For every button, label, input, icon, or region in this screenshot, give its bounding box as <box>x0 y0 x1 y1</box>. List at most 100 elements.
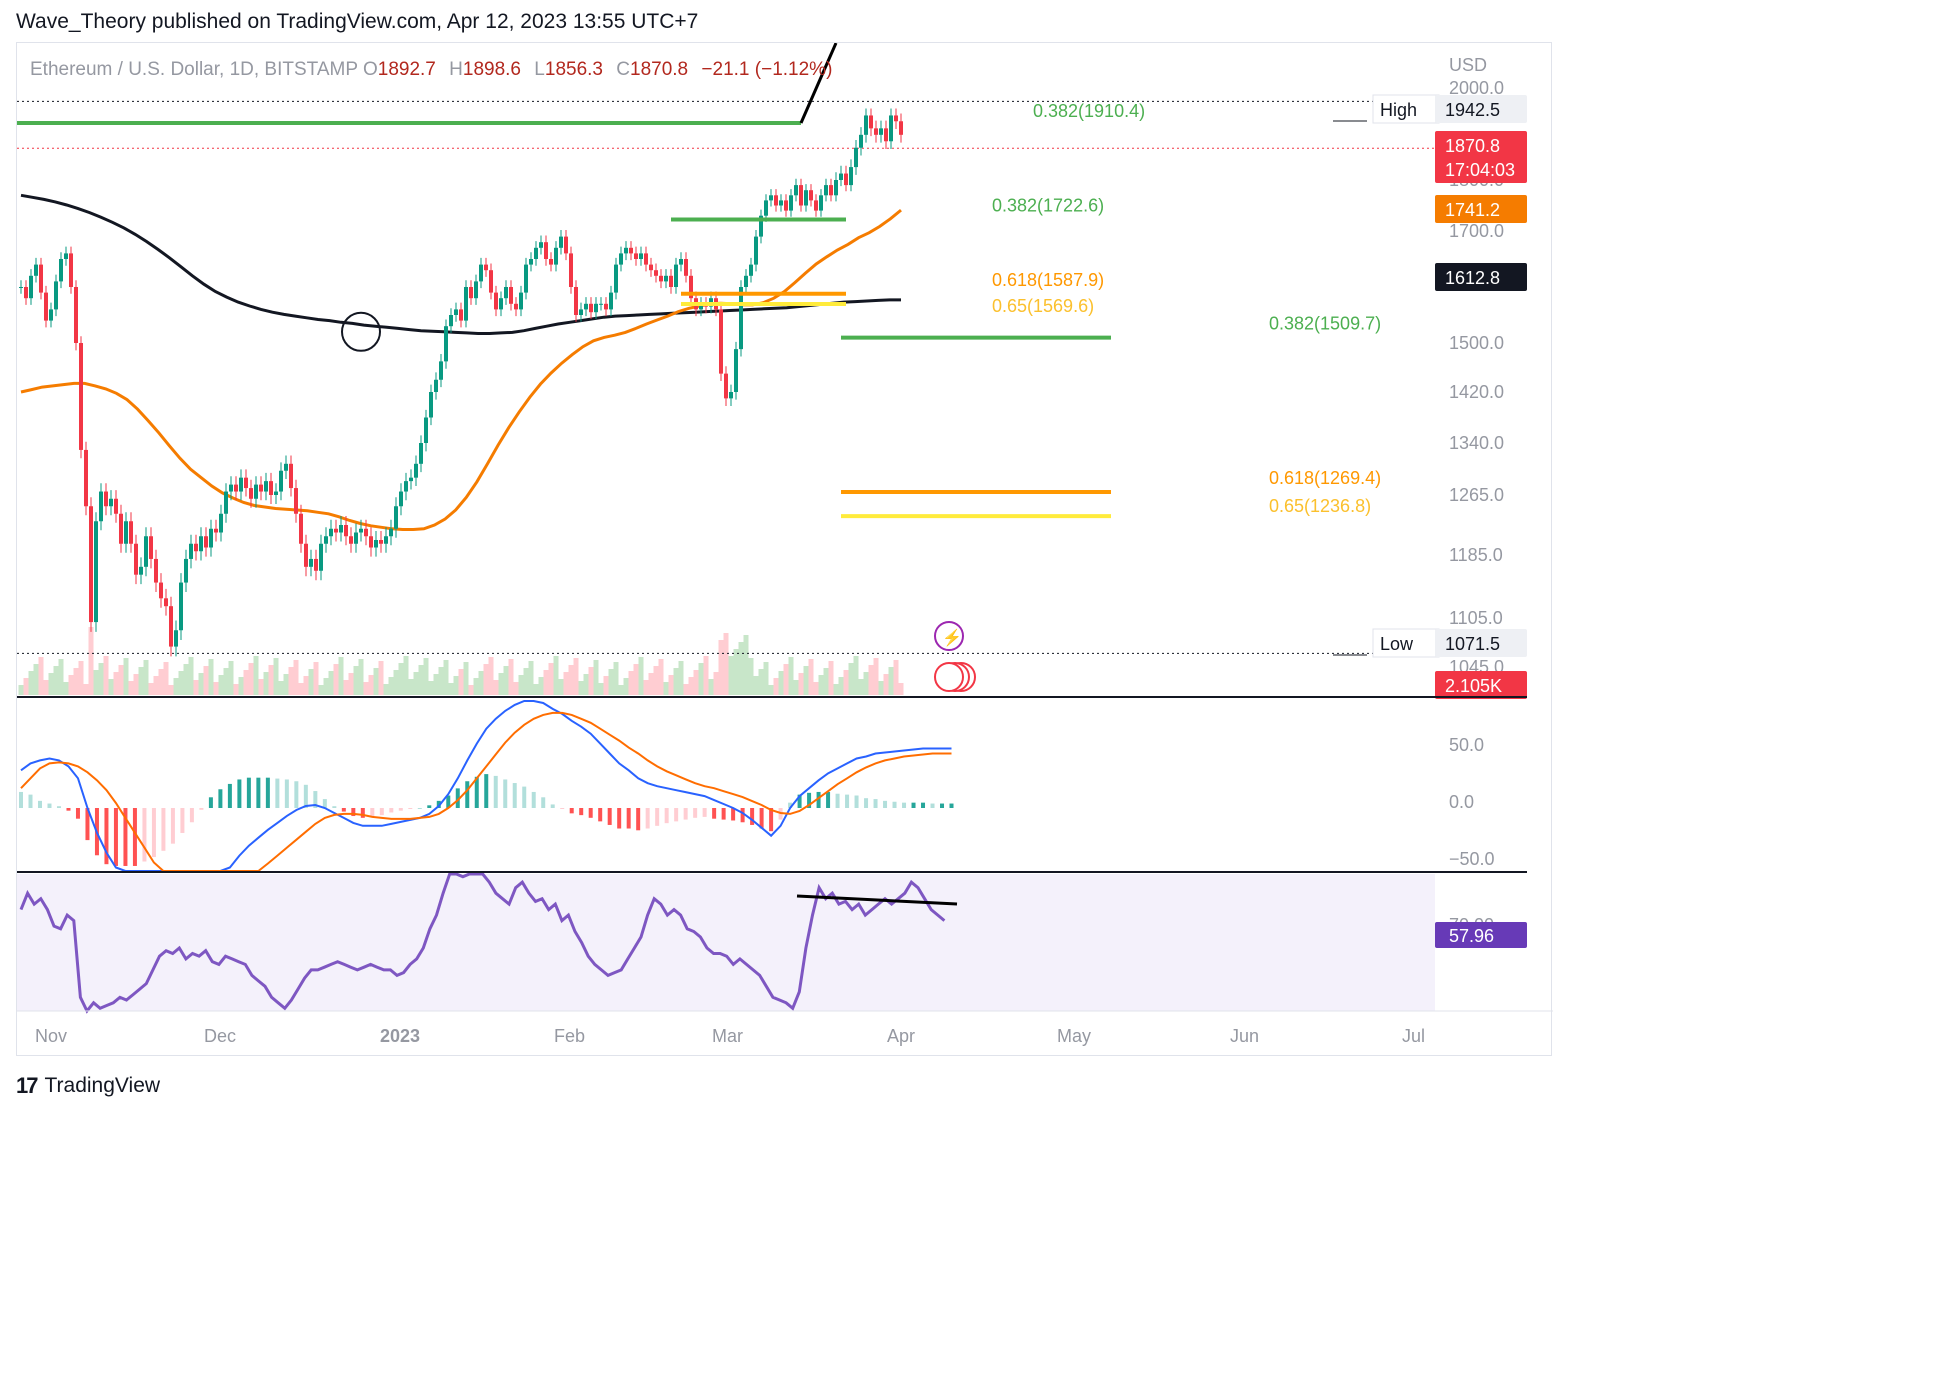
candle-body <box>789 195 793 211</box>
candle-body <box>764 200 768 216</box>
macd-histogram-bar <box>617 808 622 829</box>
macd-histogram-bar <box>170 808 175 844</box>
candle-body <box>539 242 543 248</box>
candle-body <box>409 477 413 482</box>
candle-body <box>839 173 843 180</box>
price-tick-label: 1265.0 <box>1449 485 1504 505</box>
high-price-tag-box <box>1435 95 1527 123</box>
low-price-tag-label-box <box>1372 628 1440 658</box>
volume-bar <box>603 676 609 695</box>
chart-canvas[interactable]: 0.382(1910.4) 0.382(1722.6) 0.618(1587.9) 0… <box>17 43 1553 1057</box>
macd-histogram-bar <box>702 808 707 817</box>
volume-bar <box>803 666 809 695</box>
volume-bar <box>303 676 309 695</box>
chart-frame[interactable]: 0.382(1910.4) 0.382(1722.6) 0.618(1587.9) 0… <box>16 42 1553 1057</box>
volume-bar <box>63 682 69 695</box>
volume-bar <box>138 667 144 695</box>
volume-bar <box>618 685 624 695</box>
candle-body <box>534 247 538 259</box>
candle-body <box>429 392 433 418</box>
volume-bar <box>753 676 759 695</box>
volume-bar <box>848 663 854 695</box>
ma200-price-tag-value: 1612.8 <box>1445 268 1500 288</box>
volume-bar <box>698 663 704 695</box>
volume-bar <box>68 675 74 695</box>
macd-histogram-bar <box>921 802 926 808</box>
close-label: C <box>616 59 631 80</box>
volume-bar <box>498 673 504 695</box>
candle-body <box>484 264 488 271</box>
time-tick-label: Apr <box>887 1026 915 1046</box>
candle-body <box>504 287 508 299</box>
high-price-tag-label: High <box>1380 100 1417 120</box>
candle-body <box>829 185 833 196</box>
volume-bar <box>548 663 554 695</box>
candle-body <box>404 481 408 492</box>
macd-histogram-bar <box>28 794 33 808</box>
candle-body <box>529 259 533 265</box>
time-axis[interactable]: Nov Dec 2023 Feb Mar Apr May Jun Jul <box>17 1010 1553 1046</box>
volume-bar <box>893 660 899 695</box>
candle-body <box>259 484 263 492</box>
price-tick-label: 1105.0 <box>1449 608 1503 628</box>
candle-body <box>379 540 383 544</box>
price-axis[interactable]: USD2000.01800.01700.01500.01420.01340.01… <box>1333 55 1527 948</box>
time-tick-label: May <box>1057 1026 1091 1046</box>
candle-body <box>624 247 628 254</box>
macd-pane[interactable] <box>19 700 954 872</box>
volume-bar <box>858 679 864 695</box>
macd-tick-label: −50.0 <box>1449 849 1495 869</box>
candle-body <box>574 287 578 315</box>
candle-body <box>769 195 773 201</box>
candle-body <box>604 303 608 310</box>
macd-histogram-bar <box>626 808 631 829</box>
volume-bar <box>388 677 394 695</box>
price-pane[interactable]: 0.382(1910.4) 0.382(1722.6) 0.618(1587.9) 0… <box>17 43 1435 695</box>
candle-body <box>479 264 483 282</box>
candle-body <box>174 630 178 647</box>
candle-body <box>199 536 203 552</box>
macd-histogram-bar <box>845 794 850 808</box>
candle-body <box>849 167 853 186</box>
volume-bar <box>73 668 79 695</box>
candle-body <box>254 484 258 499</box>
macd-histogram-bar <box>180 808 185 833</box>
volume-bar <box>113 672 119 695</box>
volume-bar <box>708 679 714 695</box>
macd-histogram-bar <box>693 808 698 818</box>
volume-bar <box>383 684 389 695</box>
candle-body <box>159 582 163 599</box>
candle-body <box>809 190 813 201</box>
volume-bar <box>33 664 39 695</box>
volume-bar <box>768 685 774 695</box>
rsi-pane[interactable] <box>17 872 1435 1014</box>
footer-brand[interactable]: TradingView <box>44 1074 161 1097</box>
macd-histogram-bar <box>379 808 384 816</box>
macd-histogram-bar <box>588 808 593 818</box>
candle-body <box>559 236 563 248</box>
volume-bar <box>293 660 299 695</box>
tradingview-logo-icon[interactable]: 17 <box>16 1073 39 1098</box>
candle-body <box>79 343 83 450</box>
volume-bar <box>663 682 669 695</box>
rsi-band <box>17 874 1435 1011</box>
candle-body <box>44 292 48 321</box>
volume-bar <box>238 677 244 695</box>
volume-bar <box>483 664 489 695</box>
volume-bar <box>558 679 564 695</box>
macd-histogram-bar <box>218 789 223 808</box>
last-price-tag-value: 1870.8 <box>1445 136 1500 156</box>
volume-bar <box>668 675 674 695</box>
volume-bar <box>898 683 904 695</box>
fib-level-label: 0.382(1722.6) <box>992 195 1104 215</box>
macd-tick-label: 50.0 <box>1449 735 1484 755</box>
volume-bar <box>743 635 749 695</box>
volume-bar <box>323 678 329 695</box>
volume-bar <box>683 684 689 695</box>
macd-histogram-bar <box>892 801 897 808</box>
lightning-icon <box>934 621 964 651</box>
macd-histogram-bar <box>579 808 584 816</box>
candle-body <box>344 525 348 537</box>
volume-bar <box>58 659 64 695</box>
macd-histogram-bar <box>493 775 498 808</box>
